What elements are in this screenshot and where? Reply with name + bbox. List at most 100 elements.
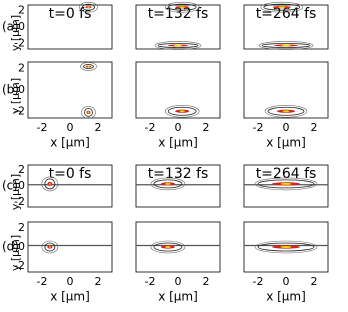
y-axis-label: y [μm]: [9, 78, 22, 114]
x-tick-label: 0: [283, 275, 290, 288]
y-tick-label: 2: [18, 163, 25, 176]
column-title: t=132 fs: [148, 6, 209, 22]
y-tick-label: -2: [14, 104, 25, 117]
contour: [41, 176, 59, 192]
y-tick-label: -2: [14, 259, 25, 272]
panel-frame: [243, 164, 329, 208]
contour: [254, 240, 318, 254]
x-tick-label: 0: [283, 121, 290, 134]
x-tick-label: 2: [203, 121, 210, 134]
x-tick-label: 2: [95, 121, 102, 134]
contour: [44, 178, 56, 190]
contour: [267, 106, 305, 116]
y-tick-label: -2: [14, 37, 25, 50]
y-tick-label: -2: [14, 195, 25, 208]
contour: [261, 43, 311, 48]
y-tick-label: 0: [18, 83, 25, 96]
contour-peak: [87, 65, 90, 68]
x-tick-label: -2: [37, 121, 48, 134]
contour: [164, 104, 200, 118]
x-tick-label: 2: [203, 275, 210, 288]
x-tick-label: 0: [67, 121, 74, 134]
y-axis-label: y [μm]: [9, 235, 22, 271]
contour: [83, 64, 94, 69]
contour: [154, 41, 202, 50]
y-tick-label: 2: [18, 221, 25, 234]
contour: [258, 41, 314, 50]
x-tick-label: -2: [145, 121, 156, 134]
contour-peak: [87, 111, 90, 114]
x-tick-label: -2: [253, 121, 264, 134]
contour-peak: [165, 182, 171, 185]
y-axis-label: y [μm]: [9, 15, 22, 51]
x-tick-label: 2: [311, 275, 318, 288]
x-tick-label: 2: [311, 121, 318, 134]
x-tick-label: -2: [37, 275, 48, 288]
contour-peak: [280, 246, 292, 248]
row-label: (c): [2, 179, 18, 193]
contour: [82, 3, 95, 11]
contour: [150, 240, 186, 254]
column-title: t=0 fs: [49, 6, 92, 22]
contour-peak: [179, 6, 185, 9]
x-axis-label: x [μm]: [158, 290, 198, 304]
x-tick-label: -2: [253, 275, 264, 288]
contour: [257, 242, 315, 252]
panel-frame: [27, 61, 113, 119]
contour: [264, 104, 308, 118]
x-axis-label: x [μm]: [266, 290, 306, 304]
y-tick-label: 0: [18, 20, 25, 33]
contour: [41, 240, 59, 254]
contour: [157, 43, 199, 48]
contour-peak: [179, 110, 185, 113]
contour: [257, 179, 315, 189]
y-tick-label: 0: [18, 240, 25, 253]
panel-frame: [27, 221, 113, 273]
contour: [153, 179, 183, 189]
y-tick-label: 2: [18, 62, 25, 75]
x-tick-label: 2: [95, 275, 102, 288]
y-tick-label: 0: [18, 179, 25, 192]
x-tick-label: -2: [145, 275, 156, 288]
contour: [263, 3, 301, 11]
contour-peak: [281, 44, 291, 47]
contour-peak: [278, 6, 286, 9]
contour: [80, 62, 97, 71]
x-tick-label: 0: [175, 121, 182, 134]
contour: [167, 3, 197, 11]
x-tick-label: 0: [67, 275, 74, 288]
contour: [153, 242, 183, 252]
contour: [79, 1, 98, 13]
contour: [44, 242, 56, 252]
panel-frame: [243, 61, 329, 119]
contour-peak: [282, 110, 290, 113]
y-axis-label: y [μm]: [9, 174, 22, 210]
contour-peak: [280, 182, 292, 185]
x-axis-label: x [μm]: [158, 136, 198, 150]
contour: [164, 1, 200, 13]
y-tick-label: 2: [18, 3, 25, 16]
contour: [167, 106, 197, 116]
contour: [260, 1, 304, 13]
contour: [81, 106, 96, 119]
column-title: t=264 fs: [256, 166, 317, 182]
contour: [84, 108, 93, 117]
contour-peak: [48, 246, 51, 248]
row-label: (a): [2, 20, 19, 34]
contour-peak: [174, 44, 182, 47]
row-label: (b): [2, 83, 19, 97]
column-title: t=0 fs: [49, 166, 92, 182]
x-axis-label: x [μm]: [50, 290, 90, 304]
panel-frame: [27, 4, 113, 50]
x-axis-label: x [μm]: [266, 136, 306, 150]
x-tick-label: 0: [175, 275, 182, 288]
x-axis-label: x [μm]: [50, 136, 90, 150]
contour-peak: [165, 246, 171, 248]
contour: [254, 177, 318, 191]
panel-frame: [135, 221, 221, 273]
contour: [150, 177, 186, 191]
row-label: (d): [2, 240, 19, 254]
panel-frame: [135, 61, 221, 119]
panel-frame: [135, 164, 221, 208]
